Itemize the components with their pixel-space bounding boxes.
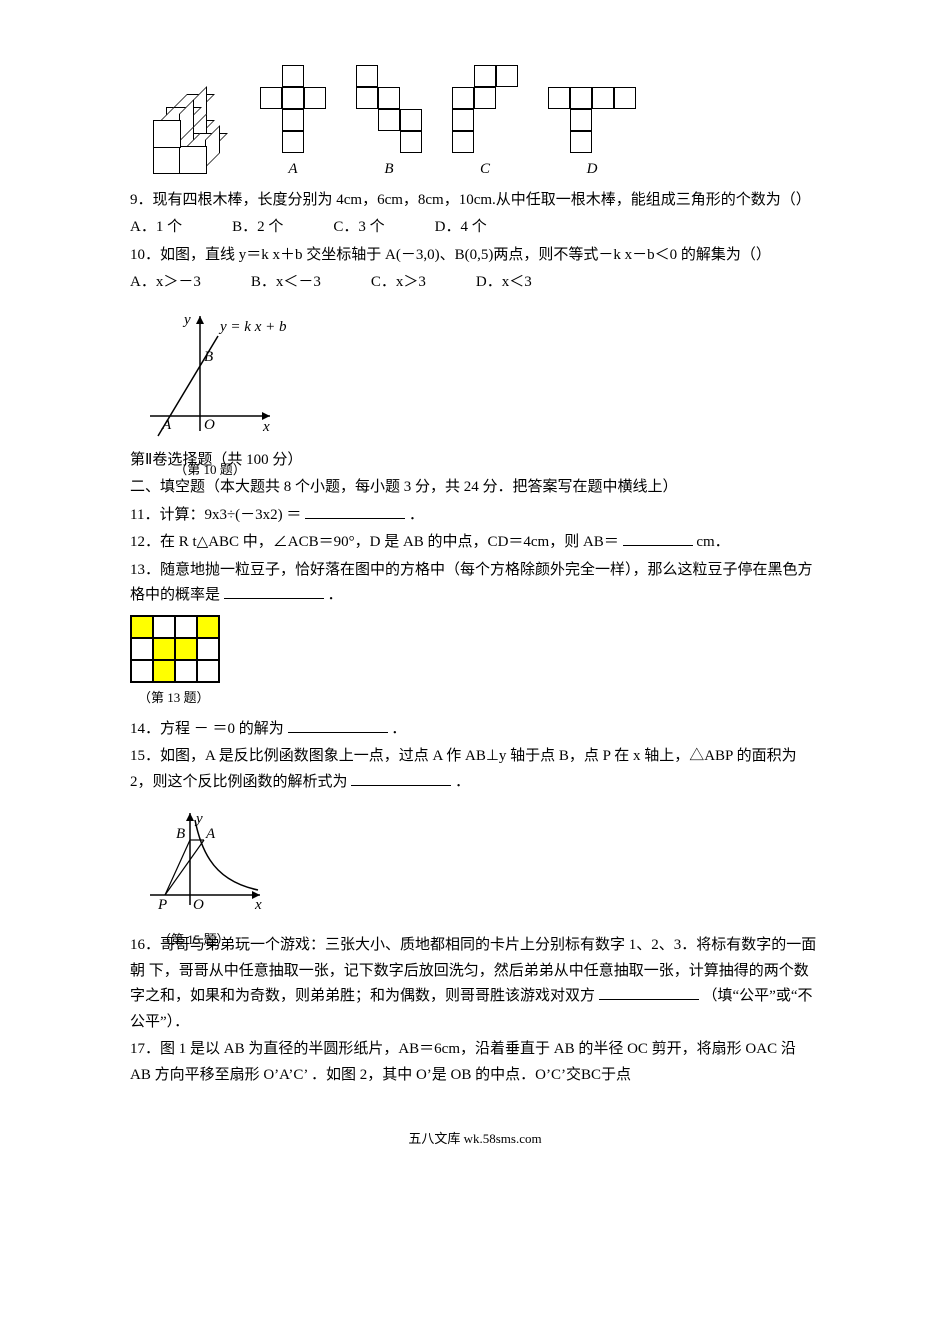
q14-tail: ． [391, 721, 406, 737]
q8-solid [140, 93, 230, 183]
q13-caption: （第 13 题） [138, 687, 820, 709]
q13-cell [153, 638, 175, 660]
q10-text: 10．如图，直线 y＝k x＋b 交坐标轴于 A(－3,0)、B(0,5)两点，… [130, 243, 820, 269]
q9-opt-c: C．3 个 [333, 215, 384, 241]
q13-figure: （第 13 题） [130, 615, 820, 709]
q10-xlabel: x [262, 419, 270, 435]
q10-O: O [204, 417, 215, 433]
q11-tail: ． [409, 507, 424, 523]
q10-caption: （第 10 题） [165, 459, 255, 481]
q10-eq: y = k x + b [218, 319, 287, 335]
q15-tail: ． [455, 774, 470, 790]
q15-P: P [157, 897, 167, 913]
q10-ylabel: y [182, 312, 191, 328]
q10-options: A．x＞－3 B．x＜－3 C．x＞3 D．x＜3 [130, 270, 820, 296]
q8-net-d: D [548, 87, 636, 183]
q10-opt-d: D．x＜3 [476, 270, 532, 296]
q13-cell [131, 660, 153, 682]
q11: 11．计算：9x3÷(－3x2) ＝ ． [130, 503, 820, 529]
q10-A: A [161, 417, 172, 433]
q15-B: B [176, 826, 185, 842]
q8-net-c: C [452, 65, 518, 183]
q13-cell [131, 638, 153, 660]
q8-figures: A B C D [140, 65, 820, 183]
q9-opt-d: D．4 个 [435, 215, 487, 241]
q12-text: 12．在 R t△ABC 中，∠ACB＝90°，D 是 AB 的中点，CD＝4c… [130, 534, 619, 550]
q11-text: 11．计算：9x3÷(－3x2) ＝ [130, 507, 301, 523]
q9-opt-b: B．2 个 [232, 215, 283, 241]
q13-blank [224, 583, 324, 599]
q15-y: y [194, 811, 203, 827]
q15-x: x [254, 897, 262, 913]
q8-net-a: A [260, 65, 326, 183]
q9-text: 9．现有四根木棒，长度分别为 4cm，6cm，8cm，10cm.从中任取一根木棒… [130, 188, 820, 214]
q11-blank [305, 503, 405, 519]
q12-tail: cm． [696, 534, 729, 550]
q10-graph: y x y = k x + b B A O （第 10 题） [140, 306, 300, 446]
q13-tail: ． [328, 587, 343, 603]
q15-A: A [205, 826, 216, 842]
q15-caption: （第 15 题） [158, 929, 280, 951]
q13-cell [175, 616, 197, 638]
q13-cell [153, 616, 175, 638]
q13-cell [197, 638, 219, 660]
q14-blank [288, 717, 388, 733]
q8-label-a: A [288, 157, 297, 183]
q10-opt-b: B．x＜－3 [251, 270, 321, 296]
q15-O: O [193, 897, 204, 913]
q12: 12．在 R t△ABC 中，∠ACB＝90°，D 是 AB 的中点，CD＝4c… [130, 530, 820, 556]
q13-grid [130, 615, 220, 683]
q15: 15．如图，A 是反比例函数图象上一点，过点 A 作 AB⊥y 轴于点 B，点 … [130, 744, 820, 795]
page-footer: 五八文库 wk.58sms.com [130, 1128, 820, 1150]
q9-opt-a: A．1 个 [130, 215, 182, 241]
q12-blank [623, 530, 693, 546]
q14: 14．方程 － ＝0 的解为 ． [130, 717, 820, 743]
q15-blank [351, 770, 451, 786]
q10-opt-a: A．x＞－3 [130, 270, 201, 296]
q13-cell [197, 616, 219, 638]
q13-cell [153, 660, 175, 682]
q8-label-d: D [587, 157, 598, 183]
q14-text: 14．方程 － ＝0 的解为 [130, 721, 284, 737]
q13: 13．随意地抛一粒豆子，恰好落在图中的方格中（每个方格除颜外完全一样），那么这粒… [130, 558, 820, 609]
q9-options: A．1 个 B．2 个 C．3 个 D．4 个 [130, 215, 820, 241]
q13-cell [197, 660, 219, 682]
q17: 17．图 1 是以 AB 为直径的半圆形纸片，AB＝6cm，沿着垂直于 AB 的… [130, 1037, 820, 1088]
q13-cell [131, 616, 153, 638]
q16-blank [599, 984, 699, 1000]
q13-cell [175, 638, 197, 660]
q8-label-b: B [384, 157, 393, 183]
q10-B: B [204, 349, 213, 365]
q13-cell [175, 660, 197, 682]
iso-cubes [140, 93, 230, 183]
q8-label-c: C [480, 157, 490, 183]
q8-net-b: B [356, 65, 422, 183]
q10-opt-c: C．x＞3 [371, 270, 426, 296]
q15-graph: y x B A P O （第 15 题） [140, 805, 280, 925]
